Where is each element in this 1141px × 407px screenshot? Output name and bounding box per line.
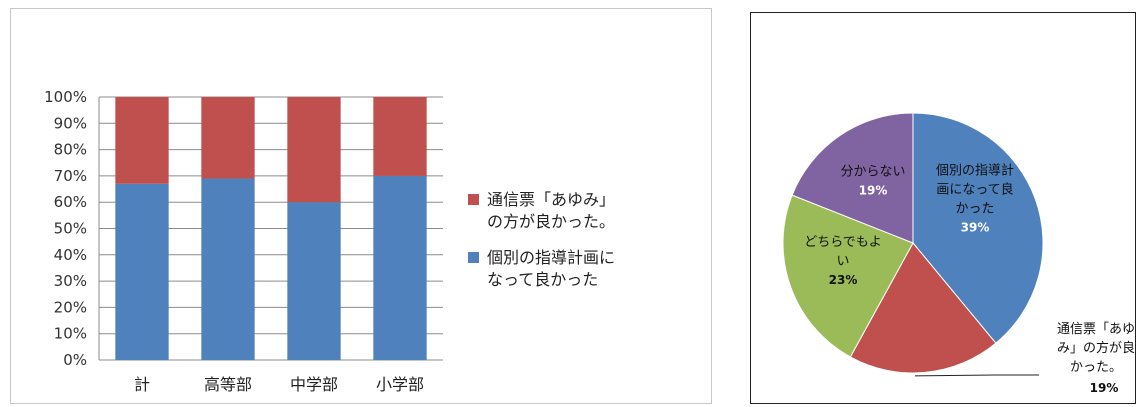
y-tick-label: 60% bbox=[54, 193, 87, 211]
y-tick-label: 100% bbox=[44, 88, 87, 106]
legend-swatch bbox=[468, 194, 479, 205]
pie-slice-label: い bbox=[836, 254, 849, 269]
x-tick-label: 高等部 bbox=[204, 375, 252, 394]
pie-chart: 個別の指導計 画になって良 かった 39% 通信票「あゆ み」の方が良 かった。 19% どちら… bbox=[750, 12, 1136, 404]
pie-slice bbox=[782, 194, 914, 358]
y-tick-label: 30% bbox=[54, 272, 87, 290]
pie-slice bbox=[912, 112, 1044, 344]
pie-slice-label: み」の方が良 bbox=[1057, 340, 1135, 356]
y-tick-label: 80% bbox=[54, 141, 87, 159]
y-tick-label: 40% bbox=[54, 246, 87, 264]
bar-segment bbox=[115, 183, 169, 360]
bar-segment bbox=[201, 178, 255, 360]
bar-segment bbox=[201, 97, 255, 179]
pie-slice-value: 23% bbox=[829, 273, 858, 287]
y-tick-label: 10% bbox=[54, 325, 87, 343]
pie-slice-label: どちらでもよ bbox=[804, 235, 882, 250]
legend-entry: 個別の指導計画に bbox=[487, 248, 615, 267]
pie-slice-label: 個別の指導計 bbox=[936, 163, 1014, 179]
x-tick-label: 中学部 bbox=[290, 375, 338, 394]
legend-entry: なって良かった bbox=[487, 270, 598, 289]
bar-segment bbox=[287, 97, 341, 203]
y-tick-label: 0% bbox=[63, 351, 87, 369]
y-tick-label: 50% bbox=[54, 220, 87, 238]
bar-segment bbox=[373, 175, 427, 360]
bar-segment bbox=[115, 97, 169, 184]
pie-slice bbox=[791, 112, 914, 244]
leader-line bbox=[914, 374, 1039, 377]
pie-slice-label: かった bbox=[955, 202, 994, 217]
y-tick-label: 20% bbox=[54, 298, 87, 316]
legend-swatch bbox=[468, 252, 479, 263]
y-tick-label: 70% bbox=[54, 167, 87, 185]
legend-entry: の方が良かった。 bbox=[487, 212, 615, 231]
y-tick-label: 90% bbox=[54, 114, 87, 132]
pie-slice bbox=[849, 242, 997, 374]
pie-slice-label: 分からない bbox=[840, 165, 905, 180]
bar-segment bbox=[287, 202, 341, 360]
x-tick-label: 計 bbox=[134, 375, 150, 394]
bar-chart-canvas: 0% 10% 20% 30% 40% 50% 60% 70% 80% 90% 100% 計 高等部 中学部… bbox=[44, 88, 615, 394]
pie-slice-label: 通信票「あゆ bbox=[1057, 322, 1135, 337]
pie-slice-value: 39% bbox=[961, 221, 990, 235]
pie-slice-label: かった。 bbox=[1070, 360, 1122, 375]
pie-slice-value: 19% bbox=[859, 184, 888, 198]
x-tick-label: 小学部 bbox=[376, 375, 424, 394]
legend-entry: 通信票「あゆみ」 bbox=[487, 190, 615, 209]
pie-slice-value: 19% bbox=[1090, 381, 1119, 395]
bar-segment bbox=[373, 97, 427, 176]
stacked-bar-chart: 0% 10% 20% 30% 40% 50% 60% 70% 80% 90% 100% 計 高等部 中学部… bbox=[10, 8, 712, 404]
pie-slice-label: 画になって良 bbox=[936, 182, 1013, 198]
